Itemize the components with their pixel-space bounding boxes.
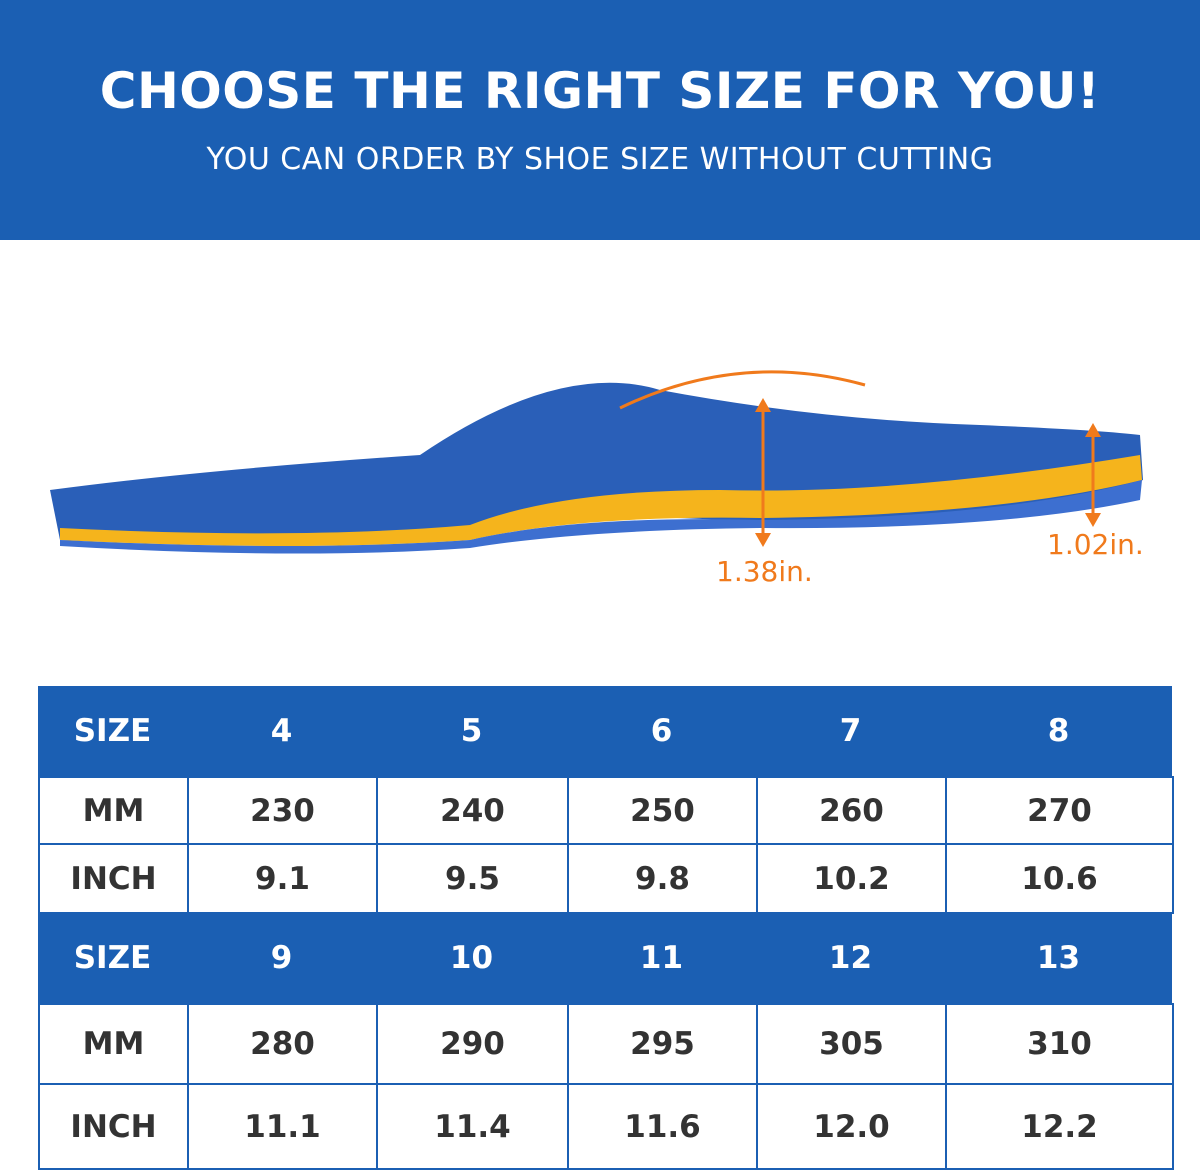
header-cell: 12 [756,912,945,1003]
table-cell: 260 [756,776,947,845]
header-cell: 5 [376,686,567,776]
table-cell: 9.1 [187,843,378,914]
table-cell: MM [38,1003,189,1085]
table-cell: 12.0 [756,1083,947,1170]
table-cell: 270 [945,776,1174,845]
table-cell: 11.4 [376,1083,569,1170]
table-cell: 250 [567,776,758,845]
table-cell: 305 [756,1003,947,1085]
insole-illustration [50,370,1143,554]
table-cell: MM [38,776,189,845]
table-cell: 12.2 [945,1083,1174,1170]
header-cell: 8 [945,686,1172,776]
table-cell: 280 [187,1003,378,1085]
header-cell: 4 [187,686,376,776]
table-cell: 310 [945,1003,1174,1085]
heel-height-label: 1.02in. [1047,528,1144,561]
header-cell: SIZE [38,912,187,1003]
header-cell: 6 [567,686,756,776]
header-cell: 10 [376,912,567,1003]
table-cell: 9.5 [376,843,569,914]
table-cell: 10.2 [756,843,947,914]
table-cell: 240 [376,776,569,845]
table-cell: INCH [38,843,189,914]
table-cell: 11.1 [187,1083,378,1170]
header-cell: SIZE [38,686,187,776]
table-cell: 295 [567,1003,758,1085]
header-cell: 9 [187,912,376,1003]
title: CHOOSE THE RIGHT SIZE FOR YOU! [99,62,1101,120]
header-cell: 7 [756,686,945,776]
table-cell: 11.6 [567,1083,758,1170]
table-cell: 290 [376,1003,569,1085]
table-cell: 230 [187,776,378,845]
subtitle: YOU CAN ORDER BY SHOE SIZE WITHOUT CUTTI… [206,142,994,177]
header: CHOOSE THE RIGHT SIZE FOR YOU! YOU CAN O… [0,0,1200,240]
header-cell: 11 [567,912,756,1003]
table-cell: 9.8 [567,843,758,914]
table-cell: INCH [38,1083,189,1170]
header-cell: 13 [945,912,1172,1003]
table-cell: 10.6 [945,843,1174,914]
arch-height-label: 1.38in. [716,555,813,588]
